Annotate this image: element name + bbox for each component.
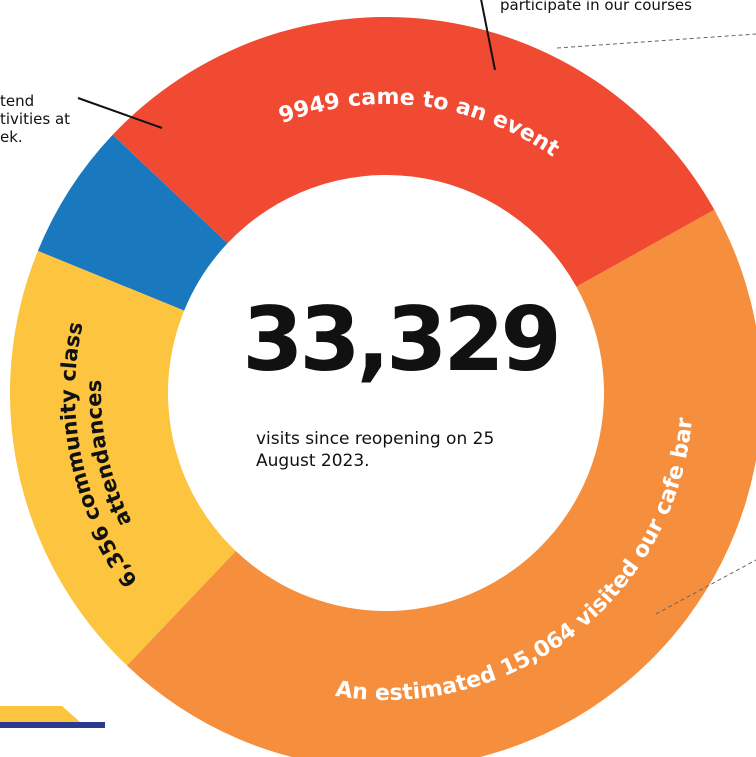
left-annotation-line: tivities at xyxy=(0,110,71,128)
left-annotation-line: tend xyxy=(0,92,35,110)
corner-decoration-yellow xyxy=(0,706,80,722)
slice-orange xyxy=(126,209,756,757)
total-visits-caption: visits since reopening on 25 August 2023… xyxy=(256,429,495,471)
top-annotation: participate in our courses xyxy=(500,0,692,14)
slice-yellow xyxy=(9,250,236,666)
corner-decoration-navy xyxy=(0,722,105,728)
total-visits-number: 33,329 xyxy=(242,288,562,391)
leader-line-top xyxy=(480,0,496,71)
slice-red xyxy=(112,17,715,287)
dashed-line-lower xyxy=(655,559,756,615)
dashed-line-upper xyxy=(556,33,756,49)
left-annotation-line: ek. xyxy=(0,128,23,146)
slice-blue xyxy=(37,134,228,311)
leader-line-left xyxy=(77,97,163,129)
left-annotation: tend tivities at ek. xyxy=(0,92,70,146)
